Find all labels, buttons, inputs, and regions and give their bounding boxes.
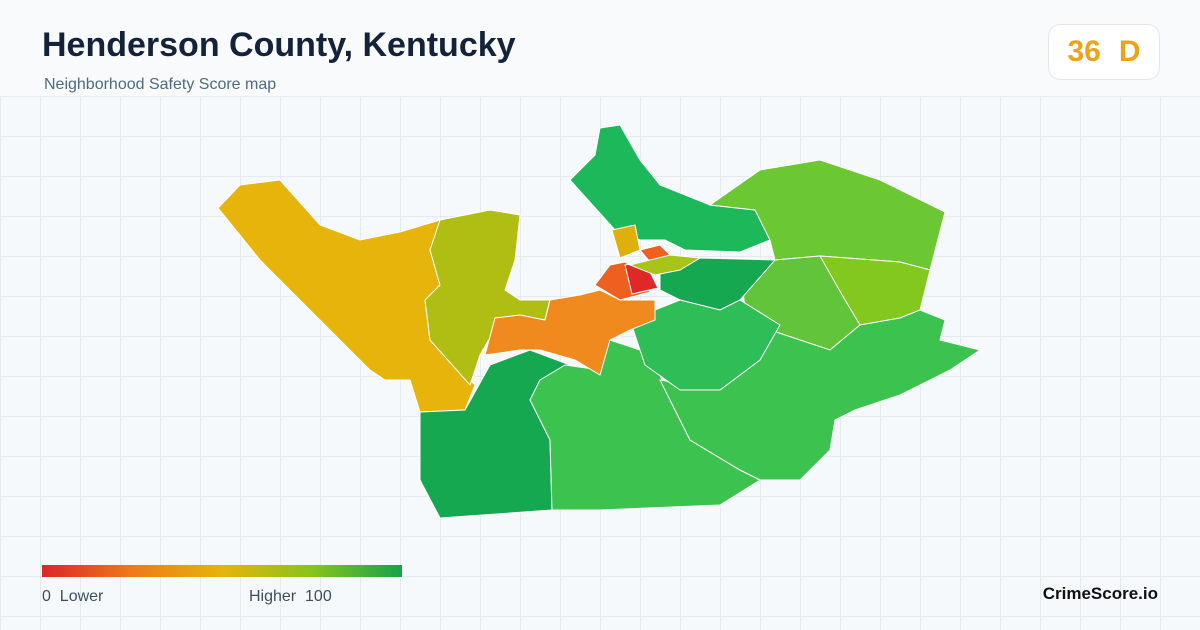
region bbox=[659, 309, 982, 481]
score-value: 36 bbox=[1067, 35, 1101, 68]
region bbox=[628, 254, 702, 276]
score-badge: 36 D bbox=[1048, 24, 1160, 80]
region bbox=[629, 299, 781, 391]
legend-max: 100 bbox=[305, 588, 332, 605]
subtitle: Neighborhood Safety Score map bbox=[44, 76, 277, 93]
legend-min: 0 bbox=[42, 588, 51, 605]
legend-low: 0 Lower bbox=[42, 588, 103, 606]
title: Henderson County, Kentucky bbox=[42, 26, 516, 64]
legend-high: Higher 100 bbox=[249, 588, 332, 606]
legend-min-label: Lower bbox=[59, 588, 104, 605]
score-grade: D bbox=[1118, 35, 1141, 68]
brand: CrimeScore.io bbox=[1042, 584, 1158, 603]
legend-gradient bbox=[42, 565, 402, 577]
region bbox=[484, 289, 656, 376]
legend-max-label: Higher bbox=[249, 588, 297, 605]
header: Henderson County, Kentucky Neighborhood … bbox=[0, 0, 1200, 97]
region bbox=[611, 224, 641, 259]
